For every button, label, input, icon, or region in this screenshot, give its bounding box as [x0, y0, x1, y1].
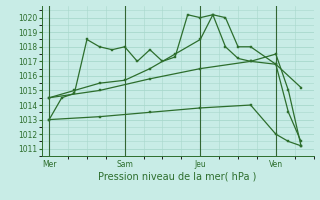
X-axis label: Pression niveau de la mer( hPa ): Pression niveau de la mer( hPa ) — [99, 172, 257, 182]
